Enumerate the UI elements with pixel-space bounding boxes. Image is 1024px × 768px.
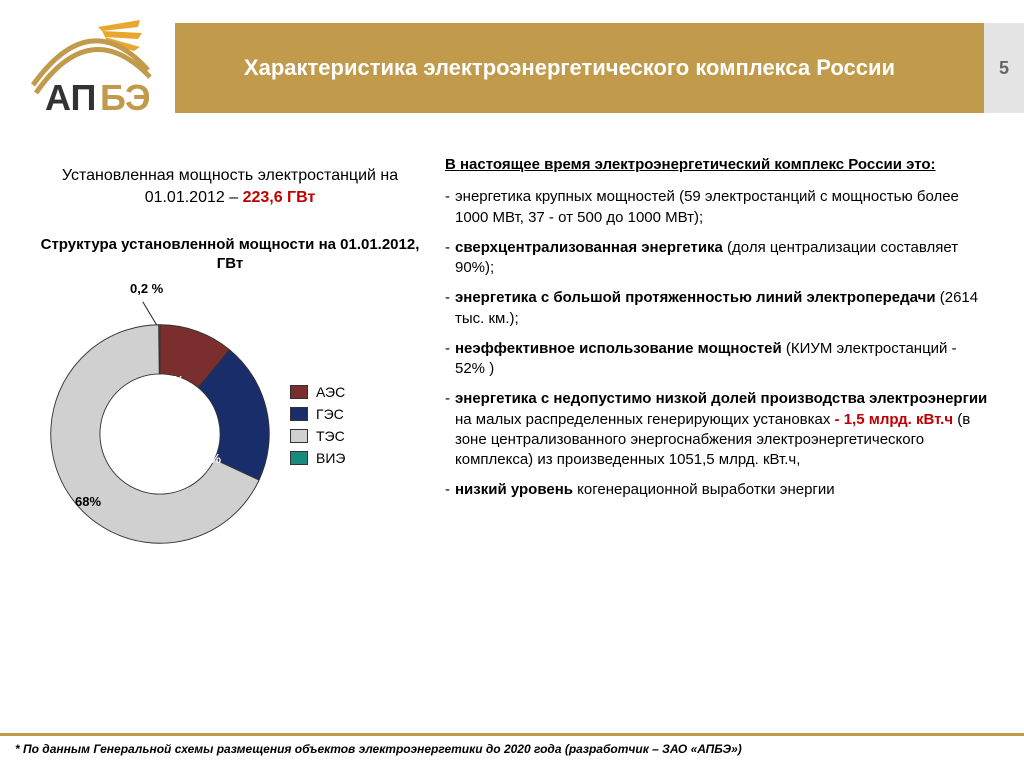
legend-label-vie: ВИЭ [316, 450, 345, 466]
bullet-item: энергетика крупных мощностей (59 электро… [445, 187, 989, 228]
donut-svg [45, 319, 275, 549]
legend-swatch-tes [290, 429, 308, 443]
page-number: 5 [999, 58, 1009, 79]
bullet-list: энергетика крупных мощностей (59 электро… [445, 187, 989, 500]
capacity-caption: Установленная мощность электростанций на… [35, 165, 425, 210]
left-column: Установленная мощность электростанций на… [35, 155, 435, 725]
legend-item-tes: ТЭС [290, 428, 345, 444]
legend-swatch-vie [290, 451, 308, 465]
svg-text:АП: АП [45, 77, 96, 115]
slide-title: Характеристика электроэнергетического ко… [244, 54, 895, 83]
footnote-text: * По данным Генеральной схемы размещения… [15, 742, 1009, 756]
svg-text:БЭ: БЭ [100, 77, 151, 115]
callout-ges: 21% [195, 451, 221, 466]
slide-footer: * По данным Генеральной схемы размещения… [0, 733, 1024, 768]
legend-label-aes: АЭС [316, 384, 345, 400]
callout-vie: 0,2 % [130, 281, 163, 296]
title-band: Характеристика электроэнергетического ко… [175, 23, 1024, 113]
bullet-item: энергетика с недопустимо низкой долей пр… [445, 389, 989, 470]
bullet-item: неэффективное использование мощностей (К… [445, 339, 989, 380]
capacity-value: 223,6 ГВт [243, 189, 316, 206]
legend-item-ges: ГЭС [290, 406, 345, 422]
chart-legend: АЭС ГЭС ТЭС ВИЭ [290, 384, 345, 472]
callout-tes: 68% [75, 494, 101, 509]
legend-label-tes: ТЭС [316, 428, 345, 444]
capacity-prefix: Установленная мощность электростанций на… [62, 167, 398, 206]
legend-label-ges: ГЭС [316, 406, 344, 422]
logo-apbe: АП БЭ [30, 15, 160, 115]
chart-title: Структура установленной мощности на 01.0… [35, 235, 425, 274]
bullet-item: энергетика с большой протяженностью лини… [445, 288, 989, 329]
bullet-item: низкий уровень когенерационной выработки… [445, 480, 989, 500]
right-column: В настоящее время электроэнергетический … [435, 155, 989, 725]
legend-item-vie: ВИЭ [290, 450, 345, 466]
page-number-box: 5 [984, 23, 1024, 113]
bullet-item: сверхцентрализованная энергетика (доля ц… [445, 238, 989, 279]
content-area: Установленная мощность электростанций на… [0, 135, 1024, 725]
donut-chart: 0,2 % 11 % 21% 68% АЭС ГЭС ТЭС [35, 289, 425, 589]
highlight-red: - 1,5 млрд. кВт.ч [835, 411, 954, 428]
legend-item-aes: АЭС [290, 384, 345, 400]
slide-header: АП БЭ Характеристика электроэнергетическ… [0, 0, 1024, 135]
legend-swatch-ges [290, 407, 308, 421]
legend-swatch-aes [290, 385, 308, 399]
callout-aes: 11 % [155, 373, 184, 388]
section-heading: В настоящее время электроэнергетический … [445, 155, 989, 175]
